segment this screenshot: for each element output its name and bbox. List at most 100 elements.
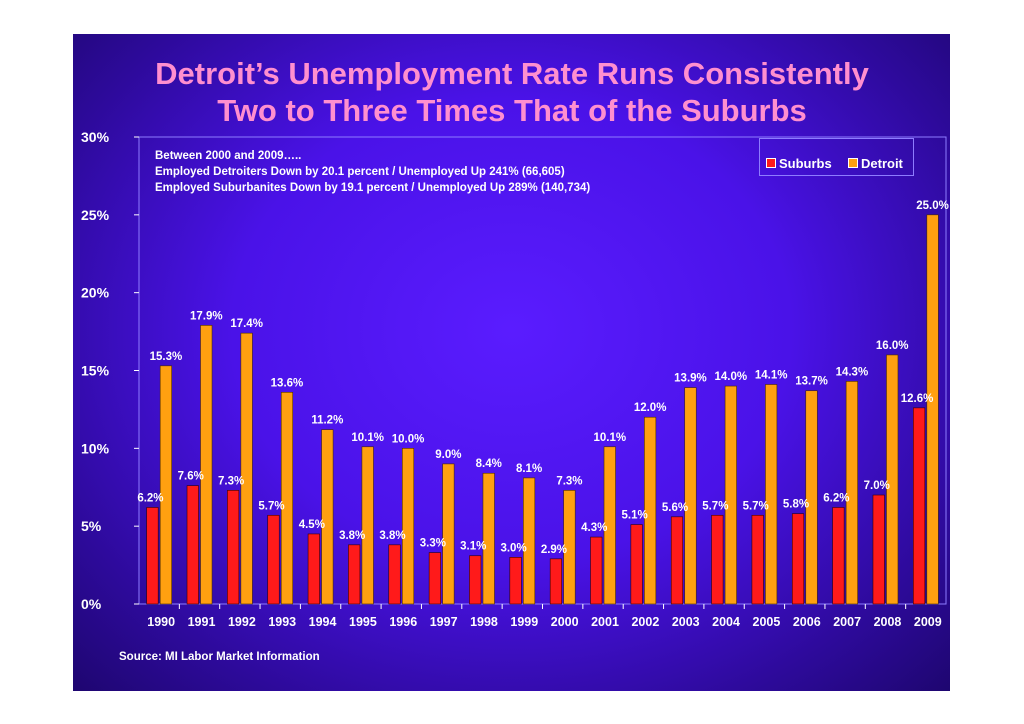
bar-detroit-1996: [401, 448, 415, 605]
y-tick-label: 30%: [81, 129, 110, 145]
data-label-suburbs-1999: 3.0%: [500, 542, 526, 554]
bar-suburbs-1997: [428, 552, 441, 605]
x-tick-label-1992: 1992: [228, 615, 256, 629]
data-label-suburbs-1996: 3.8%: [379, 530, 405, 542]
data-label-suburbs-2003: 5.6%: [662, 502, 688, 514]
x-tick-label-1997: 1997: [430, 615, 458, 629]
x-tick-label-2005: 2005: [753, 615, 781, 629]
data-label-suburbs-1993: 5.7%: [258, 500, 284, 512]
data-label-suburbs-2008: 7.0%: [864, 480, 890, 492]
bar-suburbs-2002: [630, 524, 643, 605]
data-label-detroit-2009: 25.0%: [916, 200, 949, 212]
legend-swatch-detroit: [848, 158, 858, 168]
chart-title-line1: Detroit’s Unemployment Rate Runs Consist…: [155, 56, 869, 91]
bar-detroit-2005: [765, 384, 778, 605]
x-tick-label-2006: 2006: [793, 615, 821, 629]
bar-suburbs-2007: [832, 507, 845, 605]
chart-title: Detroit’s Unemployment Rate Runs Consist…: [0, 55, 1024, 129]
data-label-detroit-1990: 15.3%: [150, 351, 183, 363]
data-label-suburbs-1994: 4.5%: [299, 519, 325, 531]
bar-detroit-2006: [805, 390, 818, 605]
bar-detroit-1993: [280, 391, 294, 605]
x-tick-label-2002: 2002: [631, 615, 659, 629]
data-label-suburbs-1990: 6.2%: [137, 492, 163, 504]
y-tick-label: 10%: [81, 440, 110, 456]
data-label-detroit-2007: 14.3%: [836, 366, 869, 378]
bar-detroit-2009: [926, 214, 939, 605]
data-label-detroit-2008: 16.0%: [876, 340, 909, 352]
data-label-suburbs-2000: 2.9%: [541, 544, 567, 556]
y-tick-label: 0%: [81, 596, 102, 612]
chart-note-2: Employed Detroiters Down by 20.1 percent…: [155, 166, 565, 178]
x-tick-label-2008: 2008: [874, 615, 902, 629]
chart-note-1: Between 2000 and 2009…..: [155, 150, 302, 162]
data-label-suburbs-1992: 7.3%: [218, 475, 244, 487]
bar-detroit-2003: [684, 387, 697, 605]
legend-item-suburbs: Suburbs: [766, 156, 832, 171]
bar-detroit-2001: [603, 446, 616, 605]
data-label-detroit-1996: 10.0%: [392, 433, 425, 445]
data-label-detroit-1999: 8.1%: [516, 463, 542, 475]
x-tick-label-1994: 1994: [309, 615, 337, 629]
bar-suburbs-1993: [267, 514, 280, 605]
data-label-detroit-1992: 17.4%: [230, 318, 263, 330]
bar-detroit-2000: [563, 490, 576, 605]
bar-detroit-1994: [321, 429, 334, 605]
bar-suburbs-1999: [509, 556, 522, 605]
bar-detroit-2002: [644, 416, 657, 605]
data-label-detroit-2005: 14.1%: [755, 370, 788, 382]
data-label-detroit-1995: 10.1%: [351, 432, 384, 444]
bar-detroit-1998: [482, 472, 495, 605]
legend-label-suburbs: Suburbs: [779, 156, 832, 171]
x-tick-label-1995: 1995: [349, 615, 377, 629]
chart-title-line2: Two to Three Times That of the Suburbs: [217, 93, 807, 128]
data-label-suburbs-2004: 5.7%: [702, 500, 728, 512]
data-label-suburbs-2009: 12.6%: [901, 393, 934, 405]
legend-swatch-suburbs: [766, 158, 776, 168]
y-tick-label: 20%: [81, 285, 110, 301]
data-label-suburbs-2002: 5.1%: [622, 510, 648, 522]
data-label-detroit-2003: 13.9%: [674, 373, 707, 385]
x-tick-label-2007: 2007: [833, 615, 861, 629]
bar-suburbs-2001: [590, 536, 603, 605]
bar-suburbs-1991: [186, 485, 199, 605]
bar-detroit-1990: [159, 365, 172, 605]
bar-suburbs-1994: [307, 533, 320, 605]
chart-legend: Suburbs Detroit: [759, 138, 914, 176]
bar-suburbs-1992: [227, 490, 240, 605]
y-tick-label: 5%: [81, 518, 102, 534]
x-tick-label-1993: 1993: [268, 615, 296, 629]
data-label-detroit-2000: 7.3%: [556, 475, 582, 487]
y-tick-label: 15%: [81, 363, 110, 379]
chart-note-3: Employed Suburbanites Down by 19.1 perce…: [155, 182, 591, 194]
bar-detroit-2008: [886, 354, 899, 605]
data-label-detroit-1997: 9.0%: [435, 449, 461, 461]
bar-suburbs-2008: [872, 494, 885, 605]
source-note: Source: MI Labor Market Information: [119, 651, 320, 663]
x-tick-label-1998: 1998: [470, 615, 498, 629]
bar-detroit-2004: [724, 385, 737, 605]
bar-suburbs-1998: [469, 555, 482, 605]
data-label-suburbs-2006: 5.8%: [783, 499, 809, 511]
bar-suburbs-1995: [348, 544, 361, 605]
bar-suburbs-2006: [791, 513, 805, 605]
bar-detroit-1999: [523, 477, 536, 605]
bar-suburbs-2004: [711, 514, 724, 605]
x-tick-label-1990: 1990: [147, 615, 175, 629]
legend-item-detroit: Detroit: [848, 156, 903, 171]
data-label-suburbs-2007: 6.2%: [823, 492, 849, 504]
data-label-detroit-2004: 14.0%: [715, 371, 748, 383]
bar-suburbs-2000: [549, 558, 562, 605]
data-label-suburbs-1991: 7.6%: [178, 471, 204, 483]
bar-suburbs-2003: [670, 516, 684, 605]
x-tick-label-1996: 1996: [389, 615, 417, 629]
y-tick-label: 25%: [81, 207, 110, 223]
x-tick-label-2000: 2000: [551, 615, 579, 629]
data-label-detroit-1994: 11.2%: [311, 415, 343, 427]
data-label-suburbs-1997: 3.3%: [420, 538, 446, 550]
bar-suburbs-2009: [913, 407, 926, 605]
data-label-detroit-2001: 10.1%: [593, 432, 626, 444]
x-tick-label-1991: 1991: [188, 615, 216, 629]
x-tick-label-1999: 1999: [510, 615, 538, 629]
